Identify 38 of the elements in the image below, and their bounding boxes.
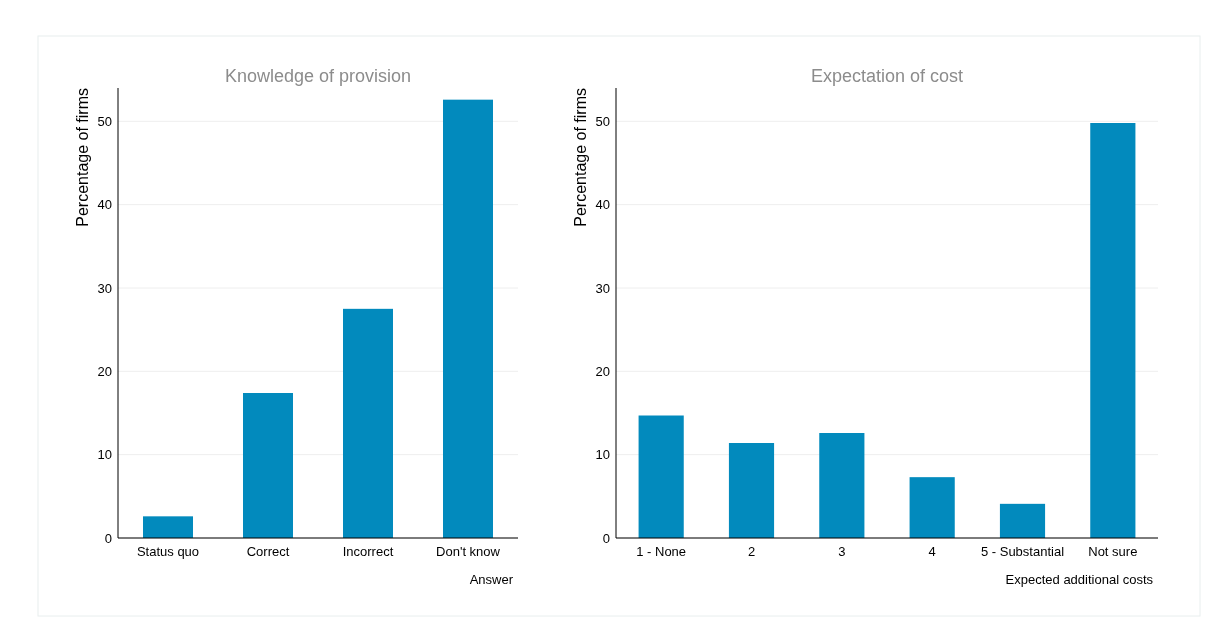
x-tick-label: Status quo [136, 544, 200, 559]
y-tick-label: 20 [595, 363, 610, 379]
bar [909, 477, 955, 538]
y-tick-label: 40 [595, 197, 610, 213]
y-tick-label: 30 [595, 280, 610, 296]
bar [143, 516, 193, 538]
x-axis-title: Answer [469, 572, 514, 587]
bar [443, 99, 493, 538]
chart-title: Expectation of cost [810, 66, 964, 86]
bar [1090, 123, 1136, 538]
x-axis-title: Expected additional costs [1005, 572, 1154, 587]
x-tick-label: 3 [838, 544, 846, 559]
x-tick-label: 2 [747, 544, 756, 559]
bar [999, 503, 1046, 538]
x-tick-label: Not sure [1088, 544, 1138, 559]
y-tick-label: 0 [104, 530, 112, 546]
x-tick-label: Incorrect [342, 544, 394, 559]
x-tick-label: 1 - None [636, 544, 687, 559]
y-tick-label: 50 [97, 113, 112, 129]
chart-title: Knowledge of provision [224, 66, 412, 86]
y-tick-label: 50 [595, 113, 610, 129]
bar [343, 308, 393, 538]
y-tick-label: 10 [97, 447, 112, 463]
y-axis-title: Percentage of firms [572, 88, 589, 227]
y-tick-label: 0 [602, 530, 610, 546]
x-tick-label: 4 [928, 544, 936, 559]
bar [819, 433, 865, 538]
y-tick-label: 10 [595, 447, 610, 463]
y-tick-label: 30 [97, 280, 112, 296]
bar [243, 393, 293, 538]
y-tick-label: 40 [97, 197, 112, 213]
bar [638, 415, 684, 538]
x-tick-label: 5 - Substantial [980, 544, 1065, 559]
bar [728, 443, 775, 538]
y-tick-label: 20 [97, 363, 112, 379]
y-axis-title: Percentage of firms [74, 88, 91, 227]
x-tick-label: Don't know [436, 544, 501, 559]
x-tick-label: Correct [246, 544, 290, 559]
